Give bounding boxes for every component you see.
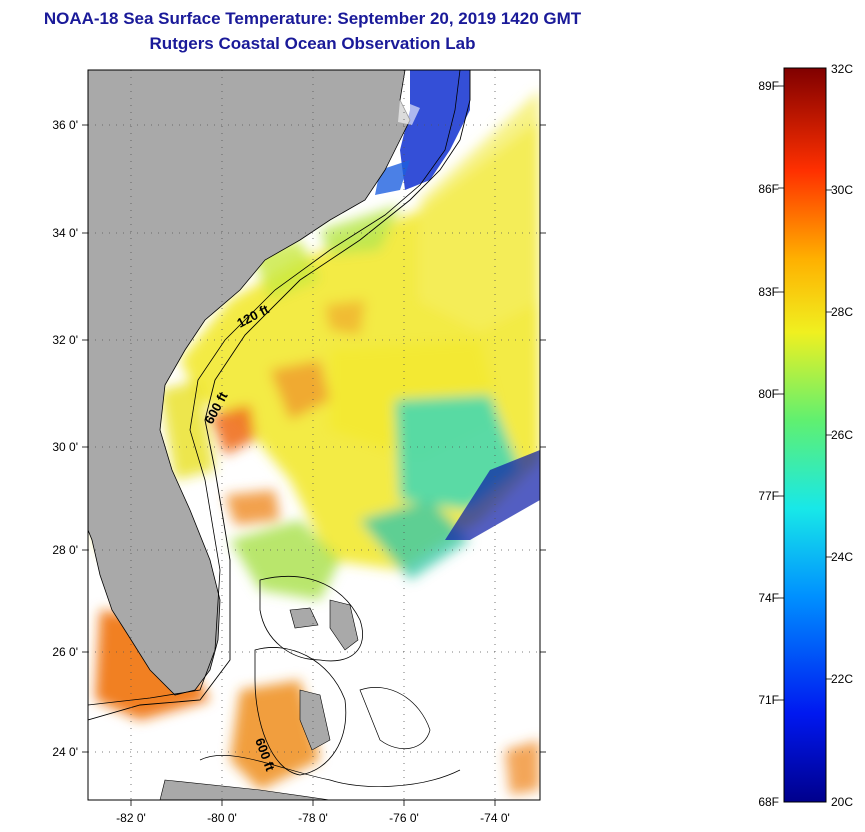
bank-contour bbox=[199, 755, 461, 787]
map-subtitle: Rutgers Coastal Ocean Observation Lab bbox=[149, 34, 476, 53]
bank-contour bbox=[259, 576, 363, 662]
contour-120ft bbox=[88, 70, 461, 706]
colorbar bbox=[783, 67, 827, 803]
colorbar-c-label: 32C bbox=[831, 62, 853, 76]
contour-600ft bbox=[88, 70, 471, 721]
island bbox=[329, 599, 359, 651]
tick-marks bbox=[82, 124, 546, 806]
x-tick-label: -76 0' bbox=[389, 811, 419, 825]
colorbar-c-label: 24C bbox=[831, 550, 853, 564]
colorbar-f-label: 86F bbox=[758, 182, 779, 196]
island bbox=[299, 689, 331, 751]
colorbar-f-label: 71F bbox=[758, 693, 779, 707]
colorbar-f-label: 68F bbox=[758, 795, 779, 809]
colorbar-ticks bbox=[778, 85, 832, 701]
sound-water bbox=[398, 100, 420, 125]
cold-coastal-water bbox=[400, 70, 470, 190]
cuba bbox=[159, 779, 331, 800]
island bbox=[289, 607, 319, 629]
colorbar-f-label: 77F bbox=[758, 489, 779, 503]
y-tick-label: 26 0' bbox=[52, 645, 78, 659]
bank-contour bbox=[254, 647, 347, 776]
y-tick-label: 32 0' bbox=[52, 333, 78, 347]
colorbar-c-label: 22C bbox=[831, 672, 853, 686]
grid bbox=[88, 70, 540, 800]
bank-contour bbox=[359, 687, 431, 749]
map-title: NOAA-18 Sea Surface Temperature: Septemb… bbox=[43, 9, 582, 28]
y-tick-label: 34 0' bbox=[52, 226, 78, 240]
y-tick-label: 30 0' bbox=[52, 440, 78, 454]
cold-offshore-streak bbox=[445, 450, 540, 540]
colorbar-f-label: 83F bbox=[758, 285, 779, 299]
colorbar-c-label: 26C bbox=[831, 428, 853, 442]
map-area: 120 ft 600 ft 600 ft bbox=[88, 70, 540, 800]
colorbar-f-label: 80F bbox=[758, 387, 779, 401]
land-mass bbox=[88, 70, 411, 696]
y-tick-label: 36 0' bbox=[52, 118, 78, 132]
colorbar-f-label: 89F bbox=[758, 79, 779, 93]
colorbar-c-label: 20C bbox=[831, 795, 853, 809]
colorbar-c-label: 28C bbox=[831, 305, 853, 319]
map-frame bbox=[87, 69, 541, 801]
x-tick-label: -74 0' bbox=[480, 811, 510, 825]
x-tick-label: -78 0' bbox=[298, 811, 328, 825]
y-tick-label: 28 0' bbox=[52, 543, 78, 557]
y-tick-label: 24 0' bbox=[52, 745, 78, 759]
colorbar-f-label: 74F bbox=[758, 591, 779, 605]
colorbar-c-label: 30C bbox=[831, 183, 853, 197]
x-tick-label: -80 0' bbox=[207, 811, 237, 825]
sst-field bbox=[95, 90, 540, 795]
x-tick-label: -82 0' bbox=[116, 811, 146, 825]
